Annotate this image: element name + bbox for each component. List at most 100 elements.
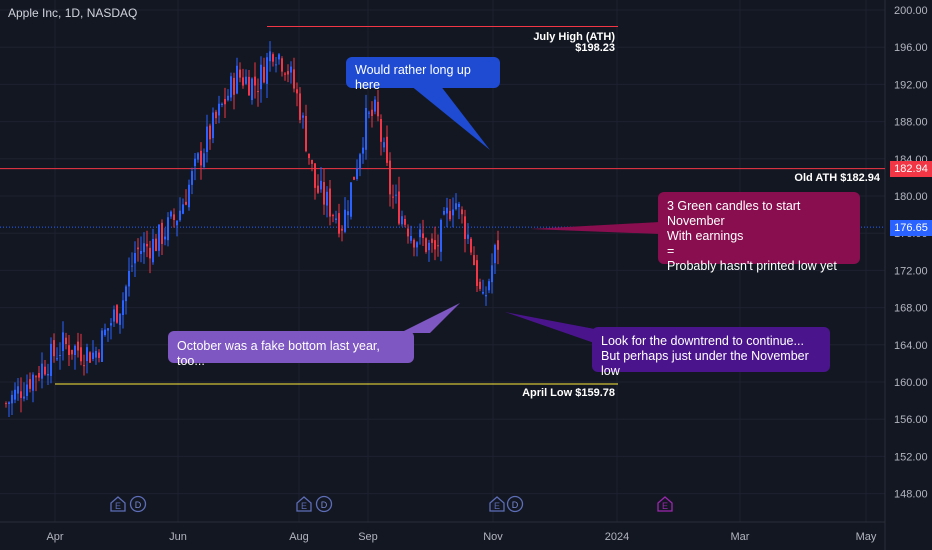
candle-body [446, 207, 448, 214]
candle-body [38, 372, 40, 378]
callout-green-line-4: Probably hasn't printed low yet [667, 259, 837, 273]
candle-body [320, 180, 322, 190]
candle-body [20, 391, 22, 398]
candle-body [83, 365, 85, 367]
candle-body [179, 210, 181, 221]
candle-body [248, 76, 250, 96]
candle-body [254, 76, 256, 86]
candle-body [383, 142, 385, 148]
candle-body [371, 109, 373, 116]
dividend-icon-label: D [135, 500, 142, 510]
earnings-icon [489, 496, 505, 512]
callout-long-up-pointer [410, 85, 490, 150]
candle-body [101, 330, 103, 362]
candle-body [35, 376, 37, 378]
candle-body [464, 216, 466, 239]
candle-body [473, 255, 475, 266]
candle-body [77, 341, 79, 351]
candle-body [227, 95, 229, 101]
candle-body [419, 229, 421, 238]
candle-body [209, 125, 211, 140]
callout-fake-bottom-text: October was a fake bottom last year, too… [177, 339, 380, 368]
candle-body [92, 352, 94, 359]
candle-body [449, 210, 451, 220]
candle-body [374, 99, 376, 112]
candle-body [14, 389, 16, 400]
candle-body [134, 253, 136, 264]
earnings-icon-label: E [662, 501, 668, 511]
dividend-icon [315, 495, 333, 513]
old-ath-label: Old ATH $182.94 [794, 172, 880, 184]
candle-body [455, 203, 457, 210]
candle-body [194, 158, 196, 167]
candle-body [428, 242, 430, 251]
candle-body [368, 112, 370, 114]
y-tick-label: 160.00 [894, 377, 928, 389]
y-tick-label: 196.00 [894, 42, 928, 54]
candle-body [461, 209, 463, 215]
callout-downtrend: Look for the downtrend to continue... Bu… [592, 327, 830, 378]
candle-body [170, 211, 172, 217]
candle-body [257, 91, 259, 93]
candle-body [410, 236, 412, 241]
candle-body [218, 103, 220, 116]
candle-body [491, 265, 493, 283]
candle-body [263, 66, 265, 83]
callout-downtrend-pointer [505, 312, 600, 345]
candle-body [341, 228, 343, 231]
candle-body [479, 281, 481, 289]
candle-body [323, 182, 325, 205]
candle-body [242, 77, 244, 86]
price-tag-old-ath: 182.94 [890, 161, 932, 177]
candle-body [32, 374, 34, 391]
y-tick-label: 168.00 [894, 303, 928, 315]
callout-downtrend-line-2: But perhaps just under the November low [601, 349, 809, 378]
candle-body [302, 115, 304, 118]
candle-body [62, 332, 64, 351]
candle-body [50, 343, 52, 376]
candle-body [245, 76, 247, 84]
candle-body [305, 115, 307, 152]
candle-body [488, 281, 490, 291]
candle-body [425, 238, 427, 252]
candle-body [440, 219, 442, 252]
candle-body [167, 217, 169, 241]
callout-green-line-3: = [667, 244, 675, 258]
candle-body [275, 64, 277, 66]
candle-body [404, 219, 406, 225]
candle-body [53, 340, 55, 357]
candle-body [347, 211, 349, 216]
candle-body [329, 188, 331, 217]
y-tick-label: 164.00 [894, 340, 928, 352]
callout-fake-bottom: October was a fake bottom last year, too… [168, 331, 414, 368]
candle-body [119, 313, 121, 325]
x-tick-label: Mar [731, 531, 750, 543]
candle-body [335, 218, 337, 221]
x-tick-label: Apr [46, 531, 63, 543]
candle-body [236, 65, 238, 94]
y-tick-label: 172.00 [894, 265, 928, 277]
candle-body [71, 349, 73, 355]
dividend-icon [506, 495, 524, 513]
candle-body [251, 78, 253, 101]
candle-body [29, 379, 31, 389]
candle-body [365, 107, 367, 150]
candle-body [278, 54, 280, 60]
candle-body [344, 209, 346, 232]
candle-body [74, 345, 76, 356]
candle-body [401, 216, 403, 225]
candle-body [287, 71, 289, 75]
price-tag-last-price: 176.65 [890, 220, 932, 236]
candle-body [497, 240, 499, 250]
candle-body [467, 234, 469, 239]
candle-body [104, 329, 106, 336]
candle-body [482, 292, 484, 294]
candle-body [317, 185, 319, 193]
candle-body [470, 238, 472, 253]
candle-body [107, 328, 109, 331]
candle-body [311, 160, 313, 164]
candle-body [221, 103, 223, 106]
dividend-icon-label: D [512, 500, 519, 510]
